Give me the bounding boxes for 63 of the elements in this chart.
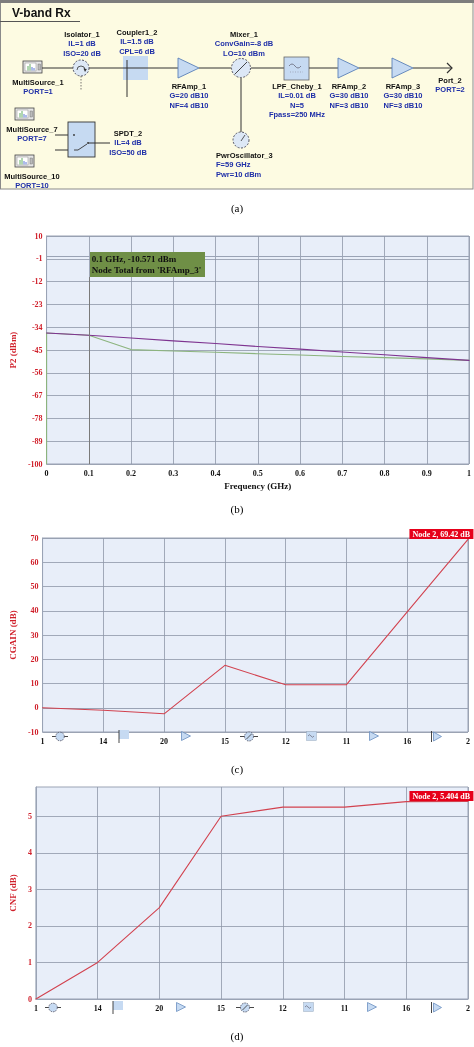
y-tick-label: 20 [30,654,39,664]
x-tick-label: 0.3 [168,468,179,478]
x-tick-label: 12 [281,736,290,746]
x-tick-label: 20 [155,1003,164,1013]
x-tick-label: 14 [93,1003,102,1013]
y-tick-label: 5 [27,811,32,821]
x-tick-label: 0.1 [83,468,94,478]
x-tick-label: 1 [467,468,471,478]
y-tick-label: 30 [30,630,39,640]
y-tick-label: -45 [31,345,43,355]
x-tick-label: 15 [217,1003,226,1013]
x-tick-label: 14 [99,736,108,746]
y-tick-label: -78 [31,413,43,423]
y-tick-label: -12 [31,277,43,287]
y-tick-label: 0 [27,994,32,1004]
y-axis-title: CGAIN (dB) [7,610,18,660]
y-tick-label: 50 [30,582,39,591]
y-tick-label: 10 [34,231,43,241]
x-tick-label: 16 [403,736,412,746]
y-axis-title: P2 (dBm) [7,331,18,369]
y-tick-label: -10 [27,727,39,737]
x-tick-label: 0.6 [295,468,306,478]
annotation: Node 2, 5.404 dB [409,791,473,802]
y-tick-label: -1 [35,254,43,264]
y-tick-label: 1 [27,957,32,967]
y-tick-label: 40 [30,606,39,616]
y-tick-label: 60 [30,557,39,567]
text: (a) [230,202,244,215]
y-tick-label: 3 [27,884,32,894]
x-tick-label: 0.9 [421,468,432,478]
y-tick-label: 2 [27,921,32,931]
y-tick-label: -34 [31,322,43,332]
y-axis-title: CNF (dB) [7,874,18,912]
x-tick-label: 11 [342,736,351,746]
annotation: Node 2, 69.42 dB [409,529,473,540]
text: (c) [230,762,244,776]
x-tick-label: 20 [160,736,169,746]
x-tick-label: 12 [278,1003,287,1013]
y-tick-label: 70 [30,533,39,543]
y-tick-label: -89 [31,436,43,446]
x-tick-label: 2 [466,1003,470,1013]
y-tick-label: 10 [30,679,39,688]
ref-line-label: 0.1 GHz, -10.571 dBm Node Total from 'RFAmp_3' [89,252,206,277]
y-tick-label: 4 [27,848,32,858]
x-tick-label: 0.8 [379,468,390,478]
text: (d) [230,1029,244,1043]
x-tick-label: 11 [340,1003,349,1013]
x-tick-label: 0.2 [126,468,137,478]
y-tick-label: -56 [31,368,43,378]
y-tick-label: -23 [31,299,43,309]
text: V-band Rx [12,6,71,20]
x-tick-label: 16 [402,1003,411,1013]
x-tick-label: 0.5 [252,468,263,478]
x-tick-label: 0.7 [337,468,348,478]
text: (b) [230,502,244,516]
x-axis-title: Frequency (GHz) [224,481,292,492]
x-tick-label: 15 [220,736,229,746]
line-series [46,332,470,361]
x-tick-label: 0.4 [210,468,221,478]
y-tick-label: 0 [34,703,39,713]
y-tick-label: -67 [31,391,43,401]
x-tick-label: 2 [466,736,470,746]
y-tick-label: -100 [27,459,43,469]
